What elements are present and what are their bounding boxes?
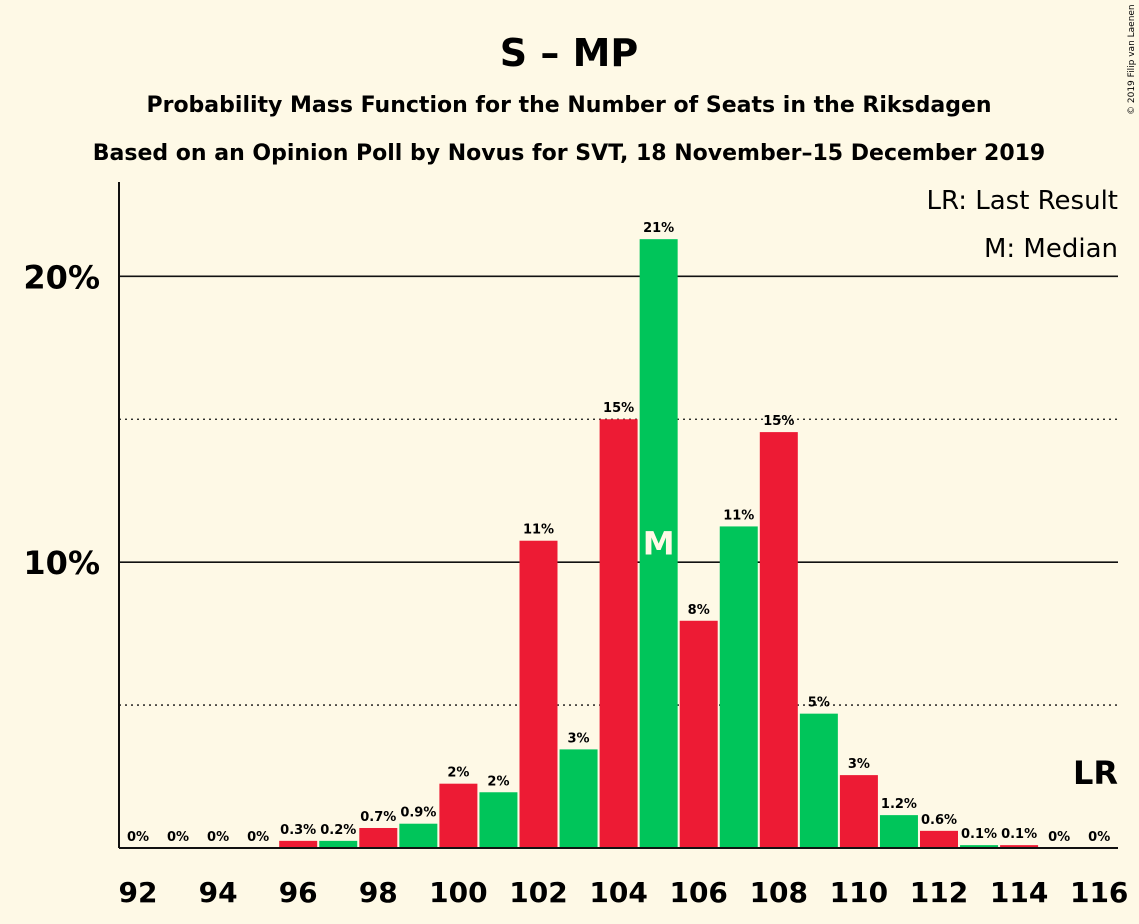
data-label-seat-111: 1.2% xyxy=(881,797,917,812)
x-tick-label: 114 xyxy=(990,876,1048,909)
data-label-seat-107: 11% xyxy=(723,508,754,523)
x-tick-label: 100 xyxy=(429,876,487,909)
legend-last-result: LR: Last Result xyxy=(926,186,1118,216)
copyright-note: © 2019 Filip van Laenen xyxy=(1127,4,1137,115)
chart-subtitle: Probability Mass Function for the Number… xyxy=(146,93,991,118)
bar-seat-114 xyxy=(1000,845,1039,848)
y-tick-label: 20% xyxy=(23,258,100,296)
bar-seat-99 xyxy=(399,823,438,848)
x-tick-label: 108 xyxy=(750,876,808,909)
x-tick-label: 110 xyxy=(830,876,888,909)
data-label-seat-97: 0.2% xyxy=(320,823,356,838)
x-tick-label: 102 xyxy=(509,876,567,909)
data-label-seat-95: 0% xyxy=(247,830,269,845)
bar-seat-103 xyxy=(559,749,598,848)
data-label-seat-102: 11% xyxy=(523,523,554,538)
bar-seat-109 xyxy=(799,713,838,848)
data-label-seat-116: 0% xyxy=(1088,830,1110,845)
bar-seat-104 xyxy=(599,419,638,848)
x-tick-label: 96 xyxy=(279,876,318,909)
data-label-seat-94: 0% xyxy=(207,830,229,845)
data-labels: 0% 0% 0% 0% 0.3% 0.2% 0.7% 0.9% 2% 2% 11% 3% 15% 21% M… xyxy=(127,221,1118,845)
bar-seat-105 xyxy=(639,239,678,849)
bar-seat-100 xyxy=(439,783,478,848)
bar-seat-98 xyxy=(359,827,398,848)
data-label-seat-101: 2% xyxy=(487,774,509,789)
bar-seat-96 xyxy=(279,840,318,848)
data-label-seat-103: 3% xyxy=(568,731,590,746)
x-tick-label: 106 xyxy=(669,876,727,909)
data-label-seat-114: 0.1% xyxy=(1001,827,1037,842)
data-label-seat-92: 0% xyxy=(127,830,149,845)
bar-seat-110 xyxy=(839,775,878,848)
data-label-seat-113: 0.1% xyxy=(961,827,997,842)
median-marker: M xyxy=(643,525,675,563)
x-tick-label: 104 xyxy=(589,876,647,909)
data-label-seat-110: 3% xyxy=(848,757,870,772)
bar-seat-108 xyxy=(759,432,798,848)
legend-median: M: Median xyxy=(984,234,1118,264)
y-tick-label: 10% xyxy=(23,544,100,582)
x-tick-label: 112 xyxy=(910,876,968,909)
data-label-seat-106: 8% xyxy=(688,603,710,618)
data-label-seat-99: 0.9% xyxy=(400,806,436,821)
data-label-seat-109: 5% xyxy=(808,696,830,711)
bar-seat-101 xyxy=(479,792,518,848)
data-label-seat-100: 2% xyxy=(447,766,469,781)
x-tick-label: 94 xyxy=(199,876,238,909)
data-label-seat-93: 0% xyxy=(167,830,189,845)
bar-seat-97 xyxy=(319,840,358,848)
data-label-seat-108: 15% xyxy=(763,414,794,429)
x-tick-label: 98 xyxy=(359,876,398,909)
data-label-seat-112: 0.6% xyxy=(921,813,957,828)
bar-seat-102 xyxy=(519,540,558,848)
x-tick-label: 116 xyxy=(1070,876,1128,909)
bar-seat-113 xyxy=(960,845,999,848)
bars xyxy=(279,239,1039,849)
data-label-seat-98: 0.7% xyxy=(360,810,396,825)
x-axis-ticks: 92 94 96 98 100 102 104 106 108 110 112 114 116 xyxy=(119,876,1129,909)
bar-seat-112 xyxy=(920,830,958,848)
bar-seat-111 xyxy=(879,815,918,848)
bar-seat-107 xyxy=(719,526,758,848)
chart-title: S – MP xyxy=(500,31,639,75)
data-label-seat-104: 15% xyxy=(603,401,634,416)
chart-subtitle-poll: Based on an Opinion Poll by Novus for SV… xyxy=(93,141,1046,166)
x-tick-label: 92 xyxy=(119,876,158,909)
last-result-marker: LR xyxy=(1073,754,1118,792)
bar-seat-106 xyxy=(679,620,718,848)
y-axis-ticks: 10% 20% xyxy=(23,258,100,582)
data-label-seat-115: 0% xyxy=(1048,830,1070,845)
data-label-seat-96: 0.3% xyxy=(280,823,316,838)
data-label-seat-105: 21% xyxy=(643,221,674,236)
